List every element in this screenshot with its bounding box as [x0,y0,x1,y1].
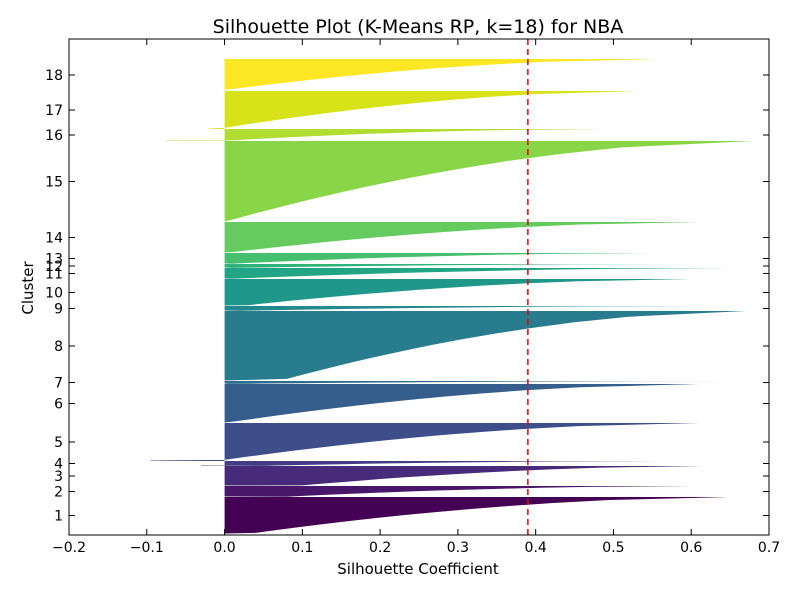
y-tick-label: 8 [54,339,63,355]
cluster-17-silhouette [209,91,641,129]
plot-area: −0.2 −0.1 0.0 0.1 0.2 0.3 0.4 0.5 0.6 0.712345678… [45,38,780,556]
y-tick-label: 9 [54,302,63,318]
cluster-2-silhouette [224,486,692,497]
y-tick-label: 10 [45,286,63,302]
x-tick-label: 0.0 [213,540,235,556]
y-axis-label: Cluster [19,261,37,315]
cluster-3-silhouette [224,466,703,486]
x-tick-label: 0.6 [680,540,702,556]
y-tick-label: 13 [45,252,63,268]
cluster-14-silhouette [224,222,699,253]
cluster-8-silhouette [224,311,746,381]
cluster-4-silhouette [201,461,661,466]
cluster-13-silhouette [224,253,653,264]
y-tick-label: 11 [45,267,63,283]
cluster-7-silhouette [224,381,734,384]
y-tick-label: 12 [45,259,63,275]
y-tick-label: 5 [54,435,63,451]
cluster-9-silhouette [224,306,703,311]
y-tick-label: 1 [54,509,63,525]
y-tick-label: 7 [54,376,63,392]
x-axis-label: Silhouette Coefficient [337,560,499,578]
y-tick-label: 14 [45,231,63,247]
cluster-12-silhouette [224,264,692,268]
x-tick-label: 0.1 [291,540,313,556]
cluster-11-silhouette [224,268,731,279]
cluster-5-silhouette [150,423,699,461]
x-tick-label: 0.7 [758,540,780,556]
y-tick-label: 2 [54,485,63,501]
x-tick-label: 0.3 [447,540,469,556]
y-tick-label: 4 [54,457,63,473]
x-tick-label: 0.4 [525,540,547,556]
x-tick-label: 0.5 [602,540,624,556]
cluster-6-silhouette [224,384,699,423]
x-tick-label: −0.2 [52,540,86,556]
y-tick-label: 6 [54,397,63,413]
cluster-16-silhouette [166,129,606,141]
y-tick-label: 18 [45,68,63,84]
x-tick-label: 0.2 [369,540,391,556]
cluster-10-silhouette [224,279,692,306]
cluster-18-silhouette [224,59,661,91]
chart-title: Silhouette Plot (K-Means RP, k=18) for N… [213,16,624,38]
y-tick-label: 16 [45,128,63,144]
y-tick-label: 17 [45,103,63,119]
x-tick-label: −0.1 [130,540,164,556]
y-tick-label: 15 [45,175,63,191]
cluster-1-silhouette [224,497,731,534]
cluster-15-silhouette [224,141,754,222]
plot-frame [68,38,770,536]
y-tick-label: 3 [54,469,63,485]
